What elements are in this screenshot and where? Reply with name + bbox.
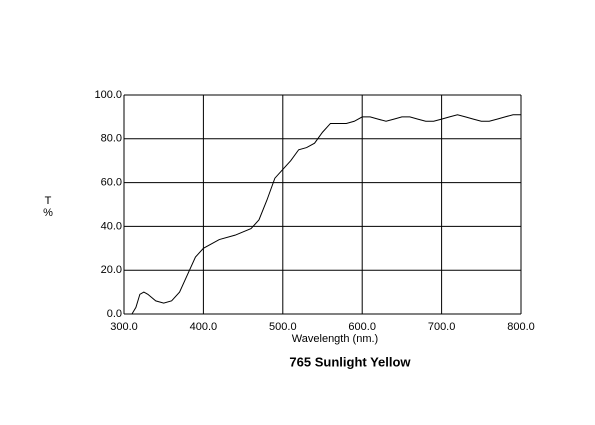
y-tick-label: 40.0: [101, 220, 122, 232]
x-tick-label: 700.0: [428, 321, 456, 333]
x-tick-label: 300.0: [110, 321, 138, 333]
chart-title: 765 Sunlight Yellow: [289, 354, 411, 369]
y-label: T: [45, 195, 52, 207]
y-tick-label: 100.0: [94, 89, 122, 101]
x-tick-label: 400.0: [190, 321, 218, 333]
x-label: Wavelength (nm.): [292, 333, 378, 345]
data-line: [131, 114, 521, 315]
y-tick-label: 20.0: [101, 264, 122, 276]
y-tick-label: 60.0: [101, 177, 122, 189]
x-tick-label: 600.0: [348, 321, 376, 333]
x-tick-label: 500.0: [269, 321, 297, 333]
y-tick-label: 0.0: [107, 308, 122, 320]
y-label: %: [43, 207, 53, 219]
x-tick-label: 800.0: [507, 321, 535, 333]
y-tick-label: 80.0: [101, 133, 122, 145]
